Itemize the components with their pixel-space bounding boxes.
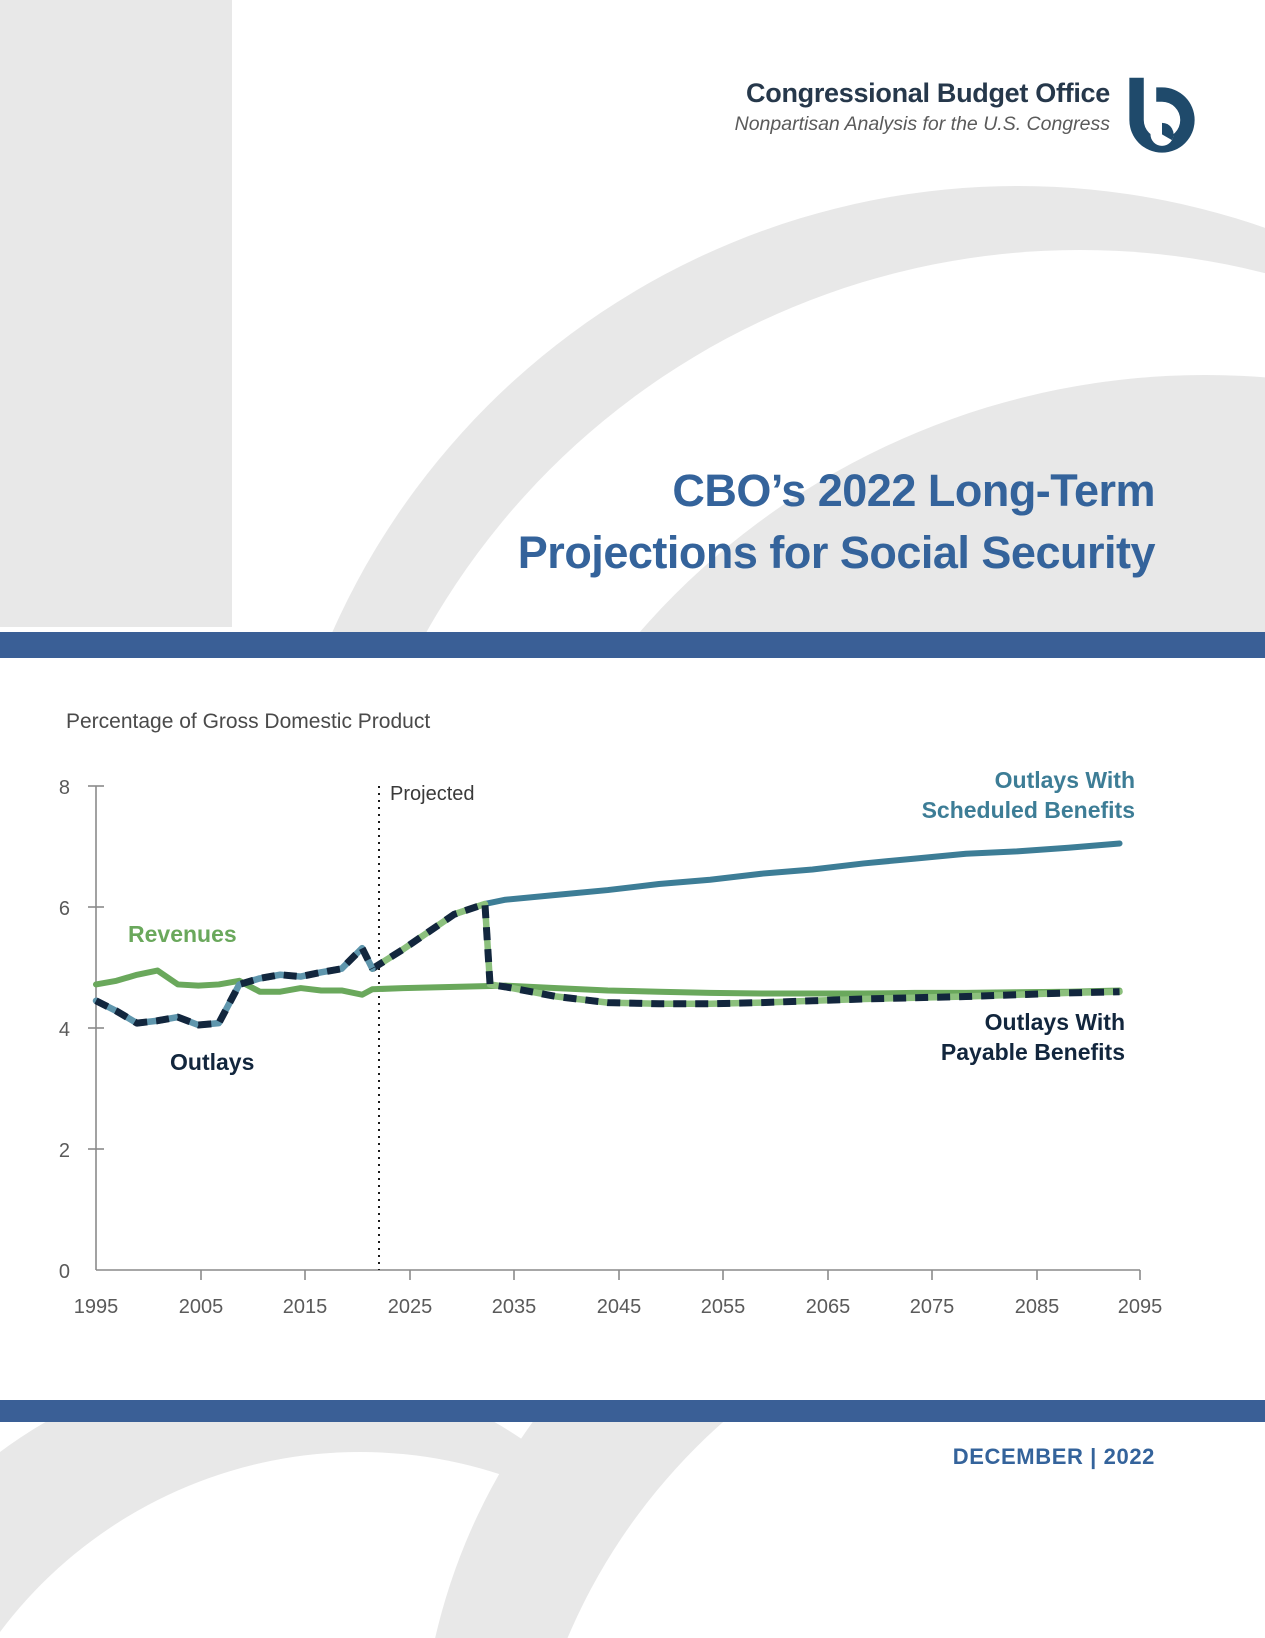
series-label-scheduled-benefits: Outlays With Scheduled Benefits (922, 766, 1135, 826)
x-tick-2075: 2075 (910, 1296, 955, 1318)
x-tick-2035: 2035 (492, 1296, 537, 1318)
chart-unit-label: Percentage of Gross Domestic Product (66, 710, 431, 733)
x-tick-2085: 2085 (1015, 1296, 1060, 1318)
x-tick-2055: 2055 (701, 1296, 746, 1318)
y-tick-8: 8 (59, 777, 70, 799)
x-tick-2005: 2005 (179, 1296, 224, 1318)
x-tick-2015: 2015 (283, 1296, 328, 1318)
x-axis-tick-labels: 1995 2005 2015 2025 2035 2045 2055 2065 … (74, 1296, 1163, 1318)
y-tick-4: 4 (59, 1019, 70, 1041)
cbo-logo-text: Congressional Budget Office Nonpartisan … (734, 78, 1111, 137)
title-line-2: Projections for Social Security (517, 527, 1156, 579)
payable-line-2: Payable Benefits (940, 1038, 1125, 1065)
cover-left-panel (0, 0, 232, 627)
chart-series-layer (92, 840, 1123, 1029)
series-label-outlays: Outlays (170, 1049, 255, 1075)
divider-rule-top (0, 632, 1265, 658)
series-line-outlays-with-payable-benefits (370, 900, 1120, 1008)
cover-decoration (0, 0, 1265, 663)
y-tick-6: 6 (59, 898, 70, 920)
title-line-1: CBO’s 2022 Long-Term (672, 465, 1155, 516)
x-tick-2045: 2045 (597, 1296, 642, 1318)
publication-date: DECEMBER | 2022 (952, 1444, 1155, 1469)
y-tick-0: 0 (59, 1261, 70, 1283)
series-underlay-outlays (92, 944, 376, 1029)
x-tick-2025: 2025 (388, 1296, 433, 1318)
y-axis-ticks (88, 785, 104, 1150)
footer-decoration (0, 1422, 1265, 1638)
series-line-outlays (94, 944, 376, 1029)
chart-plot: 8 6 4 2 0 1995 2005 (59, 777, 1163, 1318)
payable-line-1: Outlays With (984, 1009, 1125, 1035)
series-line-revenues (93, 967, 1123, 998)
scheduled-line-2: Scheduled Benefits (921, 796, 1135, 823)
org-title: Congressional Budget Office (746, 78, 1110, 108)
series-label-revenues: Revenues (128, 921, 237, 947)
scheduled-line-1: Outlays With (994, 767, 1135, 793)
org-tagline: Nonpartisan Analysis for the U.S. Congre… (734, 113, 1110, 136)
page-title: CBO’s 2022 Long-Term Projections for Soc… (355, 460, 1156, 584)
divider-rule-bottom (0, 1400, 1265, 1422)
x-tick-2095: 2095 (1118, 1296, 1163, 1318)
y-tick-2: 2 (59, 1140, 70, 1162)
y-axis-tick-labels: 8 6 4 2 0 (59, 777, 70, 1283)
x-tick-1995: 1995 (74, 1296, 119, 1318)
series-label-payable-benefits: Outlays With Payable Benefits (941, 1008, 1125, 1068)
x-axis-ticks (200, 1270, 1141, 1280)
chart-container: Percentage of Gross Domestic Product 8 6… (0, 658, 1265, 1400)
x-tick-2065: 2065 (806, 1296, 851, 1318)
cbo-b-logo-icon (1129, 77, 1195, 153)
projected-annotation: Projected (390, 783, 475, 805)
